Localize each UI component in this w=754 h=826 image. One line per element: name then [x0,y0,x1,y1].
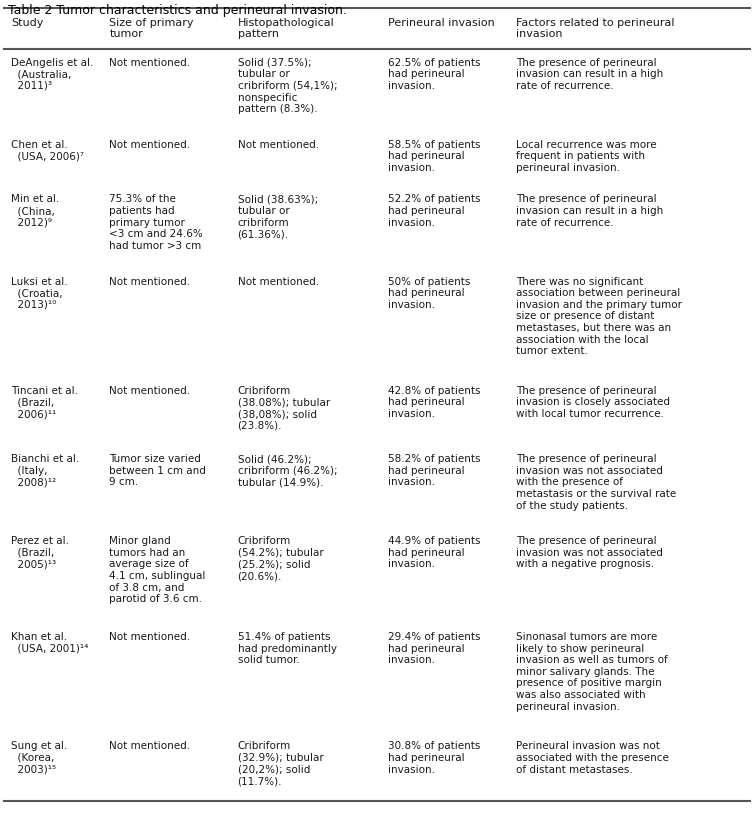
Text: Table 2 Tumor characteristics and perineural invasion.: Table 2 Tumor characteristics and perine… [8,4,346,17]
Text: Min et al.
  (China,
  2012)⁹: Min et al. (China, 2012)⁹ [11,194,60,228]
Text: Tumor size varied
between 1 cm and
9 cm.: Tumor size varied between 1 cm and 9 cm. [109,454,206,487]
Bar [4,8,750,50]
Text: 30.8% of patients
had perineural
invasion.: 30.8% of patients had perineural invasio… [388,742,481,775]
Text: Cribriform
(54.2%); tubular
(25.2%); solid
(20.6%).: Cribriform (54.2%); tubular (25.2%); sol… [238,536,323,581]
Text: 29.4% of patients
had perineural
invasion.: 29.4% of patients had perineural invasio… [388,632,481,665]
Text: Luksi et al.
  (Croatia,
  2013)¹⁰: Luksi et al. (Croatia, 2013)¹⁰ [11,277,68,310]
Text: Khan et al.
  (USA, 2001)¹⁴: Khan et al. (USA, 2001)¹⁴ [11,632,89,653]
Text: 75.3% of the
patients had
primary tumor
<3 cm and 24.6%
had tumor >3 cm: 75.3% of the patients had primary tumor … [109,194,203,251]
Text: Not mentioned.: Not mentioned. [109,742,191,752]
Text: Not mentioned.: Not mentioned. [109,386,191,396]
Text: Not mentioned.: Not mentioned. [238,277,319,287]
Text: Not mentioned.: Not mentioned. [109,58,191,68]
Text: There was no significant
association between perineural
invasion and the primary: There was no significant association bet… [516,277,682,356]
Text: Minor gland
tumors had an
average size of
4.1 cm, sublingual
of 3.8 cm, and
paro: Minor gland tumors had an average size o… [109,536,206,605]
Text: 58.2% of patients
had perineural
invasion.: 58.2% of patients had perineural invasio… [388,454,481,487]
Text: Not mentioned.: Not mentioned. [109,140,191,150]
Text: Perineural invasion was not
associated with the presence
of distant metastases.: Perineural invasion was not associated w… [516,742,670,775]
Text: The presence of perineural
invasion was not associated
with the presence of
meta: The presence of perineural invasion was … [516,454,677,510]
Text: The presence of perineural
invasion is closely associated
with local tumor recur: The presence of perineural invasion is c… [516,386,670,419]
Text: 58.5% of patients
had perineural
invasion.: 58.5% of patients had perineural invasio… [388,140,481,173]
Text: Not mentioned.: Not mentioned. [238,140,319,150]
Text: DeAngelis et al.
  (Australia,
  2011)³: DeAngelis et al. (Australia, 2011)³ [11,58,93,91]
Text: Solid (46.2%);
cribriform (46.2%);
tubular (14.9%).: Solid (46.2%); cribriform (46.2%); tubul… [238,454,337,487]
Text: Cribriform
(38.08%); tubular
(38,08%); solid
(23.8%).: Cribriform (38.08%); tubular (38,08%); s… [238,386,329,430]
Text: 42.8% of patients
had perineural
invasion.: 42.8% of patients had perineural invasio… [388,386,481,419]
Text: Not mentioned.: Not mentioned. [109,632,191,642]
Text: Bianchi et al.
  (Italy,
  2008)¹²: Bianchi et al. (Italy, 2008)¹² [11,454,80,487]
Text: Size of primary
tumor: Size of primary tumor [109,17,194,39]
Text: Solid (38.63%);
tubular or
cribriform
(61.36%).: Solid (38.63%); tubular or cribriform (6… [238,194,317,240]
Text: 51.4% of patients
had predominantly
solid tumor.: 51.4% of patients had predominantly soli… [238,632,336,665]
Text: Local recurrence was more
frequent in patients with
perineural invasion.: Local recurrence was more frequent in pa… [516,140,657,173]
Text: Sung et al.
  (Korea,
  2003)¹⁵: Sung et al. (Korea, 2003)¹⁵ [11,742,68,775]
Text: Cribriform
(32.9%); tubular
(20,2%); solid
(11.7%).: Cribriform (32.9%); tubular (20,2%); sol… [238,742,323,786]
Text: Sinonasal tumors are more
likely to show perineural
invasion as well as tumors o: Sinonasal tumors are more likely to show… [516,632,668,711]
Text: Tincani et al.
  (Brazil,
  2006)¹¹: Tincani et al. (Brazil, 2006)¹¹ [11,386,78,419]
Text: 44.9% of patients
had perineural
invasion.: 44.9% of patients had perineural invasio… [388,536,481,569]
Text: Perez et al.
  (Brazil,
  2005)¹³: Perez et al. (Brazil, 2005)¹³ [11,536,69,569]
Text: Perineural invasion: Perineural invasion [388,17,495,27]
Text: Study: Study [11,17,44,27]
Text: 50% of patients
had perineural
invasion.: 50% of patients had perineural invasion. [388,277,470,310]
Text: The presence of perineural
invasion can result in a high
rate of recurrence.: The presence of perineural invasion can … [516,194,664,228]
Text: The presence of perineural
invasion can result in a high
rate of recurrence.: The presence of perineural invasion can … [516,58,664,91]
Text: Histopathological
pattern: Histopathological pattern [238,17,334,39]
Text: The presence of perineural
invasion was not associated
with a negative prognosis: The presence of perineural invasion was … [516,536,664,569]
Text: 52.2% of patients
had perineural
invasion.: 52.2% of patients had perineural invasio… [388,194,481,228]
Text: 62.5% of patients
had perineural
invasion.: 62.5% of patients had perineural invasio… [388,58,481,91]
Text: Solid (37.5%);
tubular or
cribriform (54,1%);
nonspecific
pattern (8.3%).: Solid (37.5%); tubular or cribriform (54… [238,58,337,114]
Text: Factors related to perineural
invasion: Factors related to perineural invasion [516,17,675,39]
Text: Not mentioned.: Not mentioned. [109,277,191,287]
Text: Chen et al.
  (USA, 2006)⁷: Chen et al. (USA, 2006)⁷ [11,140,84,161]
